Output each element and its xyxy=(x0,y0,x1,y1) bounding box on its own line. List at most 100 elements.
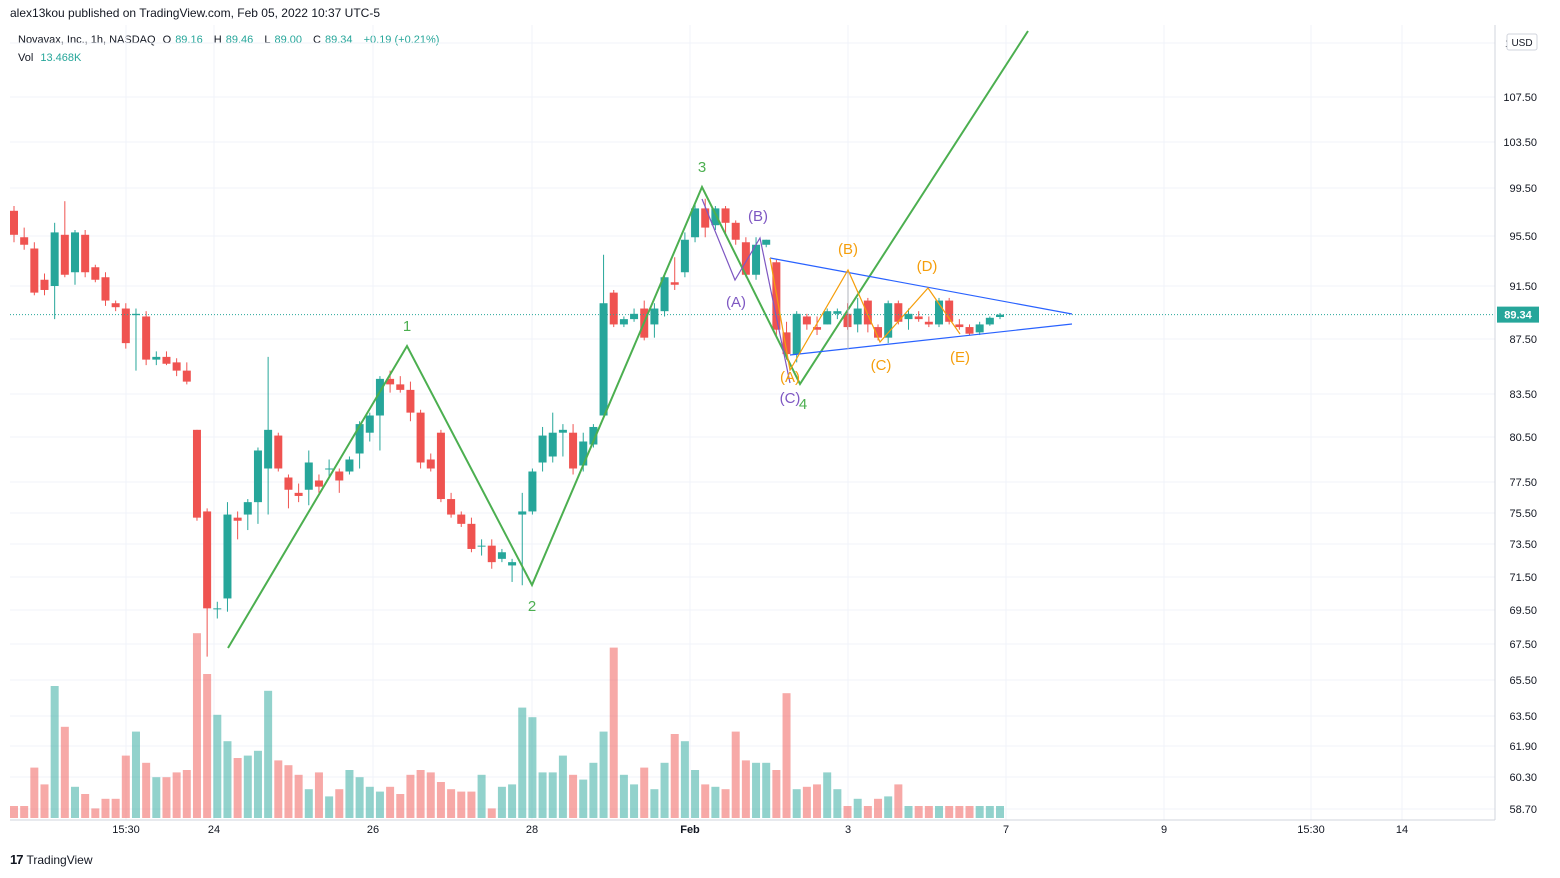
volume-bar xyxy=(396,794,405,818)
volume-bar xyxy=(325,796,334,818)
candle-body xyxy=(924,321,933,325)
volume-bar xyxy=(304,789,313,818)
candle-body xyxy=(192,429,201,518)
volume-bar xyxy=(467,791,476,818)
candle-body xyxy=(294,492,303,496)
volume-bar xyxy=(223,741,232,818)
volume-bar xyxy=(335,789,344,818)
volume-bar xyxy=(904,806,913,818)
candle-body xyxy=(152,356,161,360)
price-tick-label: 73.50 xyxy=(1509,539,1537,551)
volume-bar xyxy=(294,774,303,818)
volume-bar xyxy=(996,806,1004,818)
time-tick-label: 3 xyxy=(845,824,851,836)
candle-body xyxy=(213,608,222,610)
time-tick-label: 28 xyxy=(526,824,538,836)
candle-body xyxy=(528,471,537,512)
volume-bar xyxy=(833,789,842,818)
candle-body xyxy=(436,432,445,500)
volume-bar xyxy=(81,794,90,818)
volume-bar xyxy=(731,731,740,818)
volume-bars xyxy=(10,633,1004,818)
candle-body xyxy=(945,300,954,322)
candle-body xyxy=(792,313,801,355)
volume-bar xyxy=(680,741,689,818)
chart-grid xyxy=(10,25,1495,820)
volume-bar xyxy=(447,789,456,818)
price-tick-label: 95.50 xyxy=(1509,231,1537,243)
volume-bar xyxy=(975,806,984,818)
volume-bar xyxy=(50,686,59,818)
candle-body xyxy=(874,327,883,338)
volume-bar xyxy=(172,772,181,818)
purple-label-b: (B) xyxy=(748,208,768,225)
candle-body xyxy=(599,303,608,416)
price-tick-label: 99.50 xyxy=(1509,183,1537,195)
candle-body xyxy=(630,313,639,320)
tradingview-logo[interactable]: 17 TradingView xyxy=(10,852,93,867)
volume-bar xyxy=(30,767,39,818)
volume-bar xyxy=(121,755,130,818)
volume-bar xyxy=(111,798,120,818)
candle-body xyxy=(609,292,618,325)
price-tick-label: 60.30 xyxy=(1509,772,1537,784)
time-tick-label: 15:30 xyxy=(1297,824,1325,836)
price-tick-label: 67.50 xyxy=(1509,639,1537,651)
candle-body xyxy=(325,468,334,470)
candle-body xyxy=(355,424,364,454)
volume-bar xyxy=(436,782,445,818)
volume-bar xyxy=(599,731,608,818)
volume-bar xyxy=(142,762,151,818)
volume-bar xyxy=(426,772,435,818)
candle-body xyxy=(121,308,130,344)
candle-body xyxy=(416,412,425,463)
volume-bar xyxy=(355,777,364,818)
candle-body xyxy=(111,303,120,308)
candle-body xyxy=(935,300,944,325)
tradingview-logo-icon: 17 xyxy=(10,852,24,867)
candle-body xyxy=(813,327,822,330)
volume-bar xyxy=(386,786,395,818)
time-tick-label: 26 xyxy=(367,824,379,836)
volume-bar xyxy=(569,774,578,818)
candle-body xyxy=(569,432,578,469)
volume-bar xyxy=(914,806,923,818)
candle-body xyxy=(802,316,811,325)
candle-body xyxy=(467,523,476,549)
candle-body xyxy=(40,279,49,290)
price-tick-label: 61.90 xyxy=(1509,741,1537,753)
candle-body xyxy=(457,514,466,524)
volume-label[interactable]: Vol xyxy=(18,52,34,64)
volume-bar xyxy=(884,796,893,818)
orange-label-b: (B) xyxy=(838,241,858,258)
candle-body xyxy=(314,480,323,487)
candle-body xyxy=(894,303,903,322)
candle-body xyxy=(965,327,974,334)
currency-label: USD xyxy=(1511,38,1532,49)
candle-body xyxy=(426,459,435,469)
candle-body xyxy=(650,308,659,325)
volume-bar xyxy=(508,784,517,818)
volume-bar xyxy=(721,789,730,818)
volume-bar xyxy=(772,770,781,818)
price-tick-label: 80.50 xyxy=(1509,432,1537,444)
candle-body xyxy=(823,311,832,325)
abc-wave-line xyxy=(701,198,791,384)
time-tick-label: 14 xyxy=(1396,824,1408,836)
volume-value: 13.468K xyxy=(40,52,82,64)
candle-body xyxy=(406,389,415,413)
time-tick-label: Feb xyxy=(680,824,700,836)
volume-bar xyxy=(711,786,720,818)
candles xyxy=(10,198,1004,657)
candle-body xyxy=(447,499,456,515)
candle-body xyxy=(375,378,384,416)
volume-bar xyxy=(792,789,801,818)
currency-box xyxy=(1506,33,1538,51)
candle-body xyxy=(142,316,151,360)
volume-bar xyxy=(203,674,212,818)
volume-bar xyxy=(528,717,537,818)
volume-bar xyxy=(152,777,161,818)
candle-body xyxy=(131,313,140,316)
volume-bar xyxy=(345,770,354,818)
